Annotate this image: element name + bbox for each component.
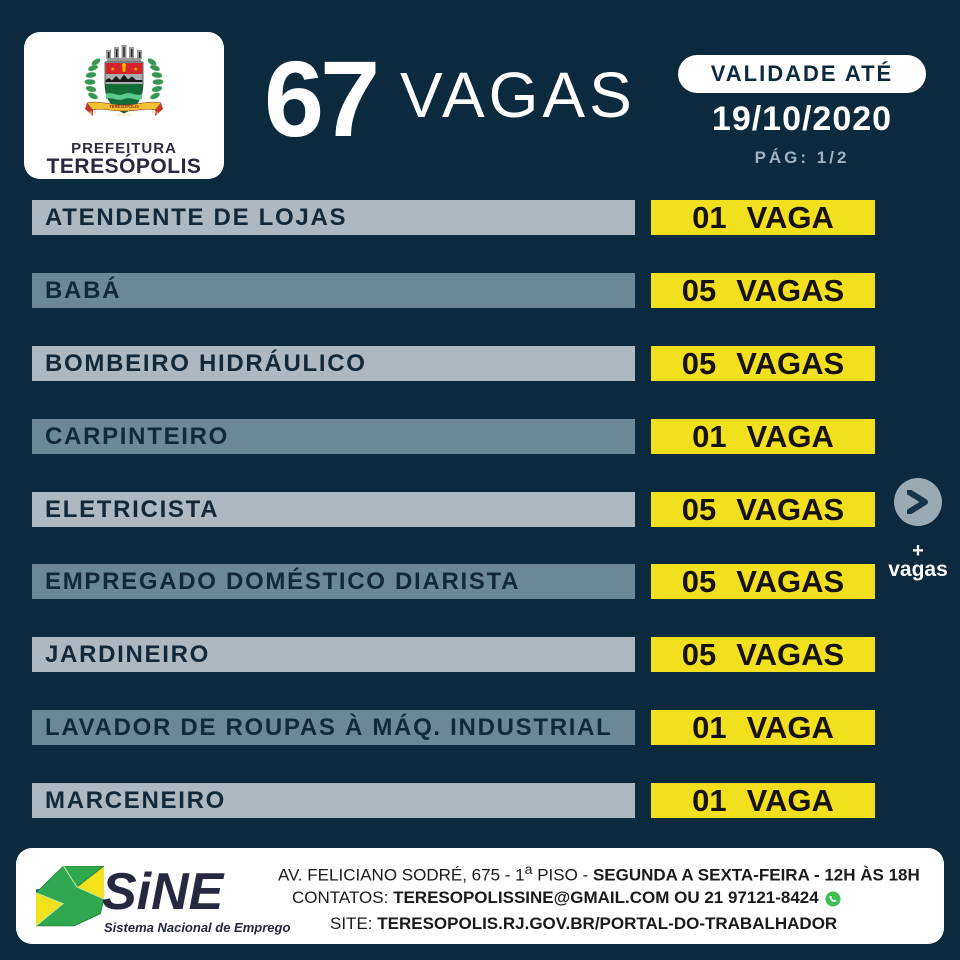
svg-text:★: ★ — [110, 66, 115, 73]
svg-text:★: ★ — [133, 66, 138, 73]
svg-text:SUB: SUB — [89, 111, 97, 115]
svg-text:DEI: DEI — [152, 111, 158, 115]
svg-text:DIGITUM: DIGITUM — [117, 113, 131, 117]
svg-text:TERESOPOLIS: TERESOPOLIS — [109, 104, 139, 109]
